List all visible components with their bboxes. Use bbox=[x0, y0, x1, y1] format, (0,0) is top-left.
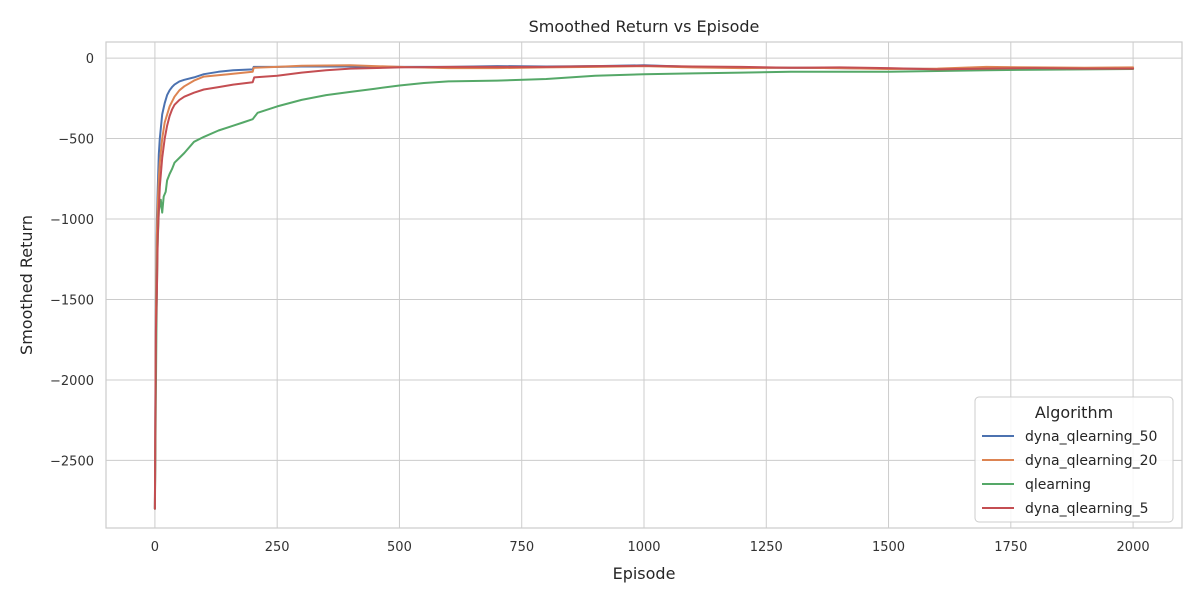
plot-frame bbox=[105, 41, 1183, 529]
x-tick-label: 250 bbox=[265, 540, 290, 555]
x-tick-label: 750 bbox=[509, 540, 534, 555]
y-tick-label: −2500 bbox=[50, 454, 94, 469]
y-tick-label: −2000 bbox=[50, 374, 94, 389]
legend-label: qlearning bbox=[1025, 477, 1091, 493]
chart-title: Smoothed Return vs Episode bbox=[529, 17, 760, 36]
x-tick-label: 1750 bbox=[994, 540, 1027, 555]
legend-label: dyna_qlearning_20 bbox=[1025, 453, 1157, 469]
x-tick-label: 0 bbox=[151, 540, 159, 555]
y-tick-label: 0 bbox=[86, 52, 94, 67]
legend-items: dyna_qlearning_50 dyna_qlearning_20qlearn… bbox=[982, 429, 1157, 517]
x-tick-label: 2000 bbox=[1117, 540, 1150, 555]
x-tick-label: 1250 bbox=[750, 540, 783, 555]
y-axis-ticks: 0 −500 −1000 −1500 −2000 −2500 bbox=[50, 52, 94, 469]
y-tick-label: −1500 bbox=[50, 293, 94, 308]
legend-title: Algorithm bbox=[1035, 403, 1113, 422]
x-axis-ticks: 0 250 500 750 1000 1250 1500 1750 2000 bbox=[151, 540, 1150, 555]
x-tick-label: 1000 bbox=[627, 540, 660, 555]
series-lines bbox=[153, 64, 1135, 510]
series-line-qlearning bbox=[153, 68, 1135, 510]
x-tick-label: 1500 bbox=[872, 540, 905, 555]
x-tick-label: 500 bbox=[387, 540, 412, 555]
legend-box bbox=[974, 396, 1174, 523]
legend-label: dyna_qlearning_5 bbox=[1025, 501, 1149, 517]
legend: Algorithm dyna_qlearning_50dyna_qlearnin… bbox=[974, 396, 1174, 523]
y-tick-label: −1000 bbox=[50, 213, 94, 228]
grid bbox=[106, 42, 1182, 528]
x-axis-title: Episode bbox=[613, 564, 676, 583]
legend-label: dyna_qlearning_50 bbox=[1025, 429, 1157, 445]
y-tick-label: −500 bbox=[58, 133, 94, 148]
y-axis-title: Smoothed Return bbox=[17, 215, 36, 355]
series-line-dyna_qlearning_5 bbox=[153, 64, 1135, 510]
